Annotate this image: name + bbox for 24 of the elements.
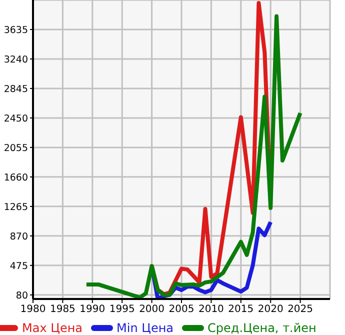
x-tick-label: 1985 (50, 304, 76, 316)
legend-label: Min Цена (116, 321, 174, 335)
x-tick-label: 2015 (228, 304, 254, 316)
x-tick-label: 1980 (20, 304, 46, 316)
y-tick-label: 3635 (4, 24, 28, 36)
y-tick-label: 2055 (4, 142, 28, 154)
y-tick-label: 3240 (4, 54, 28, 66)
x-tick-label: 2005 (168, 304, 194, 316)
x-tick-label: 2010 (198, 304, 224, 316)
x-tick-label: 1990 (80, 304, 106, 316)
legend-label: Сред.Цена, т.йен (206, 321, 316, 335)
y-tick-label: 870 (10, 231, 28, 242)
x-tick-label: 2020 (258, 304, 284, 316)
y-tick-label: 2450 (4, 113, 28, 124)
y-tick-label: 1660 (4, 172, 28, 184)
line-series (84, 14, 302, 299)
y-tick-label: 80 (16, 290, 28, 302)
x-tick-label: 2000 (139, 304, 165, 316)
legend-label: Max Цена (21, 321, 83, 335)
y-tick-label: 1265 (4, 202, 28, 213)
x-tick-label: 2025 (288, 304, 314, 316)
x-tick-label: 1995 (109, 304, 135, 316)
y-tick-label: 2845 (4, 84, 28, 95)
y-tick-label: 475 (10, 260, 28, 272)
